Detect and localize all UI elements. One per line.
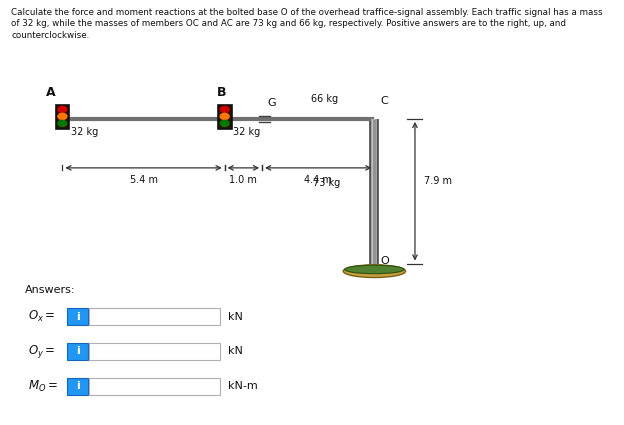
Circle shape bbox=[58, 113, 67, 119]
Bar bbox=[56, 105, 69, 129]
Text: kN: kN bbox=[228, 346, 243, 357]
Text: 66 kg: 66 kg bbox=[311, 94, 338, 104]
Text: C: C bbox=[381, 96, 388, 106]
Circle shape bbox=[220, 113, 229, 119]
Text: 7.9 m: 7.9 m bbox=[424, 176, 452, 186]
Text: $O_x=$: $O_x=$ bbox=[28, 309, 56, 324]
Text: B: B bbox=[217, 85, 227, 99]
Text: i: i bbox=[76, 346, 80, 357]
Text: 1.0 m: 1.0 m bbox=[230, 175, 257, 185]
Text: $O_y=$: $O_y=$ bbox=[28, 343, 56, 360]
FancyBboxPatch shape bbox=[67, 378, 88, 395]
Circle shape bbox=[58, 106, 67, 113]
Text: 73 kg: 73 kg bbox=[313, 178, 340, 188]
Text: Answers:: Answers: bbox=[25, 284, 76, 295]
Text: 4.4 m: 4.4 m bbox=[305, 175, 332, 185]
FancyBboxPatch shape bbox=[67, 343, 88, 360]
Text: 32 kg: 32 kg bbox=[233, 127, 261, 137]
Text: kN: kN bbox=[228, 312, 243, 322]
Circle shape bbox=[220, 106, 229, 113]
Text: Calculate the force and moment reactions at the bolted base O of the overhead tr: Calculate the force and moment reactions… bbox=[11, 8, 603, 40]
Text: i: i bbox=[76, 381, 80, 391]
Text: 32 kg: 32 kg bbox=[71, 127, 99, 137]
FancyBboxPatch shape bbox=[89, 343, 220, 360]
FancyBboxPatch shape bbox=[89, 308, 220, 325]
Text: 5.4 m: 5.4 m bbox=[130, 175, 157, 185]
Bar bbox=[218, 105, 232, 129]
Circle shape bbox=[58, 120, 67, 127]
Ellipse shape bbox=[344, 265, 404, 274]
Text: $M_O=$: $M_O=$ bbox=[28, 379, 58, 394]
Text: i: i bbox=[76, 312, 80, 322]
Text: A: A bbox=[46, 85, 56, 99]
Circle shape bbox=[220, 120, 229, 127]
Text: O: O bbox=[381, 256, 389, 266]
FancyBboxPatch shape bbox=[89, 378, 220, 395]
Text: kN-m: kN-m bbox=[228, 381, 258, 391]
FancyBboxPatch shape bbox=[67, 308, 88, 325]
Text: G: G bbox=[267, 98, 276, 108]
Ellipse shape bbox=[343, 265, 406, 278]
